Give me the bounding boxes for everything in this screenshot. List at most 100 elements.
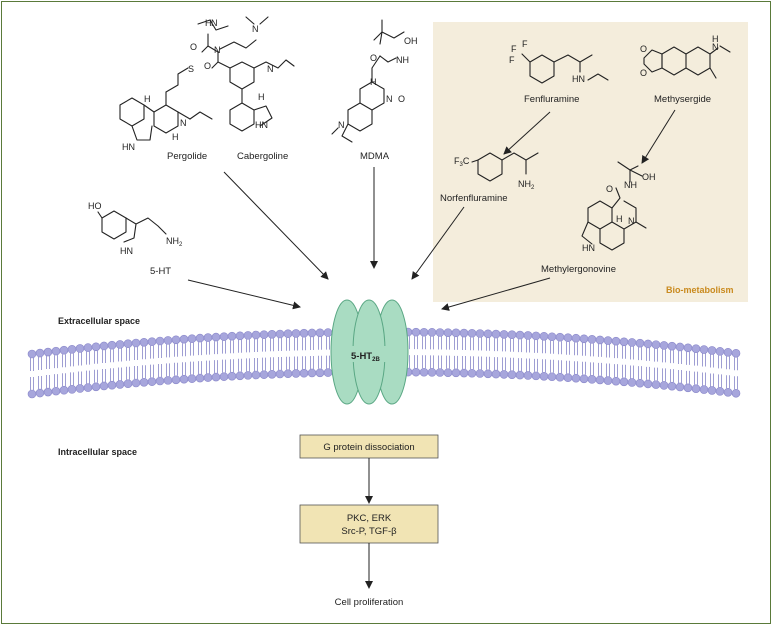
lipid-head — [99, 381, 109, 391]
lipid-tail — [438, 336, 442, 350]
lipid-tail — [246, 358, 250, 372]
lipid-tail — [134, 365, 138, 379]
lipid-head — [211, 372, 221, 382]
lipid-tail — [30, 377, 34, 390]
cabergoline-h2: H — [258, 92, 265, 102]
lipid-head — [731, 388, 741, 398]
lipid-head — [595, 375, 605, 385]
lipid-head — [547, 332, 557, 342]
lipid-head — [187, 334, 197, 343]
mdma-h: H — [370, 77, 377, 87]
lipid-tail — [454, 336, 458, 350]
lipid-head — [131, 378, 141, 388]
lipid-tail — [710, 373, 714, 387]
lipid-head — [99, 341, 109, 351]
receptor-label: 5-HT2B — [351, 351, 380, 363]
mdma-o2: O — [398, 94, 405, 104]
lipid-tail — [726, 375, 730, 389]
lipid-tail — [542, 359, 546, 373]
lipid-head — [227, 331, 237, 341]
cell-proliferation-text: Cell proliferation — [335, 597, 404, 608]
lipid-head — [275, 369, 285, 379]
lipid-head — [467, 368, 477, 378]
lipid-tail — [174, 343, 178, 357]
lipid-tail — [630, 365, 634, 379]
lipid-tail — [630, 346, 634, 360]
lipid-head — [563, 373, 573, 383]
kinases-box — [299, 504, 439, 544]
lipid-head — [219, 372, 229, 381]
lipid-tail — [262, 357, 266, 371]
lipid-head — [619, 337, 629, 347]
lipid-tail — [422, 336, 426, 350]
lipid-head — [83, 383, 93, 392]
lipid-tail — [574, 342, 578, 356]
lipid-head — [523, 371, 533, 380]
lipid-tail — [478, 337, 482, 351]
lipid-head — [731, 348, 741, 358]
lipid-head — [203, 333, 213, 342]
fenfluramine-f1: F — [511, 44, 517, 54]
lipid-tail — [526, 358, 530, 372]
lipid-head — [235, 331, 245, 341]
lipid-tail — [566, 360, 570, 374]
cabergoline-hn: HN — [255, 120, 268, 130]
lipid-tail — [142, 346, 146, 360]
norfenfluramine-structure: F3C NH2 — [454, 152, 539, 191]
lipid-tail — [262, 338, 266, 352]
lipid-tail — [318, 336, 322, 350]
lipid-head — [435, 328, 445, 337]
lipid-tail — [414, 355, 418, 369]
lipid-tail — [550, 340, 554, 354]
lipid-tail — [238, 358, 242, 372]
cabergoline-o2: O — [204, 61, 211, 71]
lipid-head — [619, 377, 629, 387]
lipid-tail — [502, 357, 506, 371]
lipid-head — [531, 331, 541, 341]
lipid-tail — [254, 357, 258, 371]
lipid-head — [579, 374, 589, 384]
lipid-tail — [654, 367, 658, 381]
arrow-serotonin-to-receptor — [187, 279, 301, 310]
fenfluramine-hn: HN — [572, 74, 585, 84]
lipid-tail — [446, 355, 450, 369]
lipid-head — [171, 375, 181, 385]
lipid-head — [67, 345, 77, 354]
lipid-tail — [686, 351, 690, 365]
intracellular-space-label: Intracellular space — [58, 447, 137, 457]
lipid-head — [67, 385, 77, 394]
lipid-tail — [734, 357, 738, 371]
lipid-tail — [590, 362, 594, 376]
lipid-head — [411, 367, 421, 377]
lipid-head — [171, 335, 181, 345]
lipid-head — [699, 385, 709, 394]
lipid-tail — [502, 338, 506, 352]
lipid-tail — [118, 367, 122, 381]
lipid-tail — [302, 337, 306, 351]
lipid-tail — [214, 341, 218, 355]
serotonin-hn: HN — [120, 246, 133, 256]
lipid-head — [667, 341, 677, 351]
lipid-head — [643, 379, 653, 389]
lipid-head — [611, 376, 621, 386]
arrow-methysergide-to-methylergonovine — [641, 109, 676, 164]
lipid-tail — [126, 366, 130, 380]
lipid-head — [267, 370, 277, 379]
lipid-head — [83, 343, 93, 352]
lipid-head — [531, 371, 541, 381]
lipid-tail — [286, 356, 290, 370]
lipid-head — [123, 339, 133, 349]
lipid-tail — [86, 351, 90, 365]
lipid-head — [91, 382, 101, 392]
lipid-head — [579, 334, 589, 344]
lipid-tail — [494, 357, 498, 371]
pergolide-s-atom: S — [188, 64, 194, 74]
lipid-tail — [598, 362, 602, 376]
lipid-tail — [166, 363, 170, 377]
lipid-head — [139, 378, 149, 387]
lipid-tail — [158, 363, 162, 377]
cabergoline-structure: H N O N N O N HN H — [190, 16, 295, 132]
lipid-tail — [46, 356, 50, 370]
lipid-tail — [270, 338, 274, 352]
lipid-head — [323, 368, 333, 377]
